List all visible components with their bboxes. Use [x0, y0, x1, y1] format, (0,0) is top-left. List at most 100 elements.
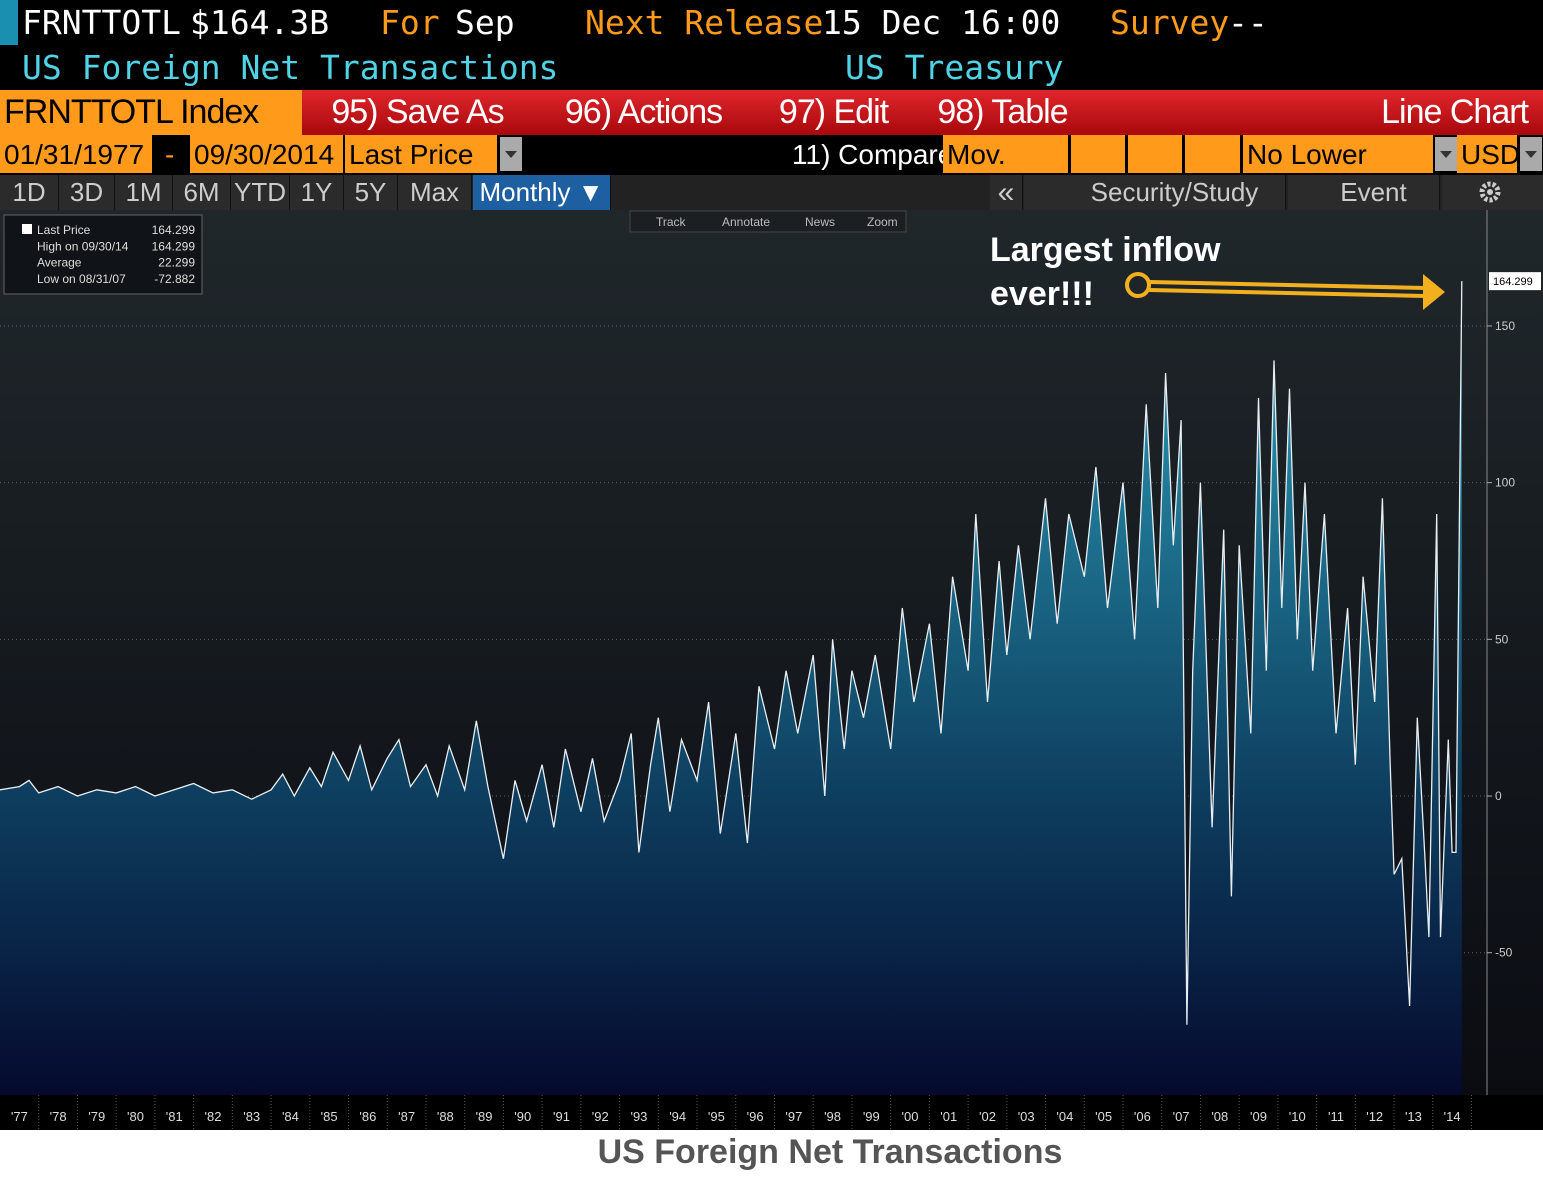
x-tick-label: '98 — [824, 1109, 841, 1124]
x-tick-label: '93 — [630, 1109, 647, 1124]
range-tab[interactable]: 6M — [173, 175, 231, 210]
toolbar-button[interactable]: 95) Save As — [305, 90, 530, 135]
range-row: 01/31/1977 - 09/30/2014 Last Price 11) C… — [0, 135, 1543, 210]
range-tab[interactable]: 1M — [115, 175, 173, 210]
tool[interactable]: Security/Study — [1024, 175, 1286, 210]
line — [0, 281, 1463, 1025]
toolbar-button[interactable]: 96) Actions — [535, 90, 752, 135]
toolbar: FRNTTOTL Index 95) Save As 96) Actions 9… — [0, 90, 1543, 135]
chart-tool[interactable]: Zoom — [867, 215, 898, 229]
survey: -- — [1228, 3, 1268, 42]
gear-icon — [1479, 181, 1501, 203]
tabs-row: Monthly ▼ « Security/Study Event 1D 3D 1M 6… — [0, 175, 1543, 210]
x-tick-label: '81 — [166, 1109, 183, 1124]
x-tick-label: '10 — [1289, 1109, 1306, 1124]
y-tick-label: 0 — [1495, 789, 1502, 803]
range-tab[interactable]: Max — [398, 175, 472, 210]
y-tick-label: 50 — [1495, 632, 1509, 646]
x-tick-label: '11 — [1328, 1109, 1344, 1124]
chart-tool[interactable]: Annotate — [722, 215, 770, 229]
chart-tool[interactable]: News — [805, 215, 835, 229]
legend-value: 164.299 — [152, 223, 196, 237]
range-tab[interactable]: 1D — [0, 175, 59, 210]
x-tick-label: '89 — [476, 1109, 493, 1124]
field[interactable]: Last Price — [345, 135, 497, 173]
label: Survey — [1110, 3, 1230, 42]
x-tick-label: '07 — [1173, 1109, 1190, 1124]
x-tick-label: '01 — [940, 1109, 957, 1124]
x-tick-label: '79 — [88, 1109, 105, 1124]
legend-swatch — [22, 224, 32, 234]
security-field[interactable]: FRNTTOTL Index — [0, 90, 302, 135]
currency[interactable]: USD — [1457, 135, 1520, 173]
x-tick-label: '80 — [127, 1109, 144, 1124]
x-tick-label: '91 — [553, 1109, 570, 1124]
accent — [0, 0, 18, 45]
x-tick-label: '86 — [359, 1109, 376, 1124]
studies[interactable]: Mov. Avgs — [943, 135, 1068, 210]
last-price-tag — [1489, 272, 1541, 291]
x-tick-label: '95 — [708, 1109, 725, 1124]
period: Sep — [455, 3, 515, 42]
dropdown[interactable] — [1520, 137, 1542, 171]
frequency[interactable]: Monthly ▼ — [473, 175, 611, 210]
blank-field[interactable] — [1185, 135, 1240, 173]
range-tab[interactable]: 1Y — [290, 175, 344, 210]
x-tick-label: '06 — [1134, 1109, 1151, 1124]
range-tab[interactable]: 3D — [59, 175, 115, 210]
chart-tools-bar — [629, 210, 907, 233]
x-tick-label: '84 — [282, 1109, 299, 1124]
end-date[interactable]: 09/30/2014 — [190, 135, 343, 173]
annotation: Largest inflow ever!!! — [990, 231, 1221, 313]
view-name: Line Chart — [1093, 90, 1529, 135]
toolbar-button[interactable]: 98) Table — [915, 90, 1090, 135]
legend-value: -72.882 — [154, 272, 195, 286]
chart-tool[interactable]: Track — [656, 215, 687, 229]
legend-box — [3, 214, 203, 295]
collapse[interactable]: « — [990, 175, 1023, 210]
annotation-arrow — [1125, 272, 1445, 310]
x-tick-label: '94 — [669, 1109, 686, 1124]
x-tick-label: '96 — [747, 1109, 764, 1124]
header-row: US Foreign Net Transactions US Treasury — [0, 45, 1543, 90]
x-tick-label: '13 — [1405, 1109, 1422, 1124]
legend-label: Low on 08/31/07 — [37, 272, 126, 286]
legend-label: Average — [37, 256, 82, 270]
lower-chart[interactable]: No Lower Chart — [1243, 135, 1433, 173]
chart: Track Annotate News Zoom Last Price 164.299 H… — [0, 210, 1543, 1130]
blank-field[interactable] — [1128, 135, 1182, 173]
compare[interactable]: 11) Compare — [792, 139, 954, 170]
x-tick-label: '12 — [1366, 1109, 1383, 1124]
settings[interactable] — [1442, 175, 1543, 210]
range-tab[interactable]: YTD — [231, 175, 290, 210]
x-tick-label: '78 — [50, 1109, 67, 1124]
blank-field[interactable] — [1071, 135, 1125, 173]
source: US Treasury — [845, 48, 1064, 87]
x-tick-label: '88 — [437, 1109, 454, 1124]
x-tick-label: '00 — [902, 1109, 919, 1124]
dropdown[interactable] — [1435, 137, 1457, 171]
x-tick-label: '99 — [863, 1109, 880, 1124]
area — [0, 281, 1462, 1096]
x-tick-label: '02 — [979, 1109, 996, 1124]
chart-caption: US Foreign Net Transactions — [597, 1133, 1063, 1171]
last-price-label: 164.299 — [1493, 276, 1533, 288]
x-tick-label: '05 — [1095, 1109, 1112, 1124]
x-tick-label: '92 — [592, 1109, 609, 1124]
y-tick-label: -50 — [1495, 946, 1513, 960]
x-tick-label: '04 — [1056, 1109, 1073, 1124]
toolbar-button[interactable]: 97) Edit — [757, 90, 910, 135]
range-tab[interactable]: 5Y — [344, 175, 398, 210]
x-tick-label: '03 — [1018, 1109, 1035, 1124]
x-tick-label: '85 — [321, 1109, 338, 1124]
start-date[interactable]: 01/31/1977 — [0, 135, 152, 173]
tool[interactable]: Event — [1288, 175, 1440, 210]
dropdown[interactable] — [500, 137, 522, 171]
x-tick-label: '14 — [1444, 1109, 1461, 1124]
x-tick-label: '08 — [1211, 1109, 1228, 1124]
label: For — [380, 3, 440, 42]
legend-value: 22.299 — [158, 256, 195, 270]
x-tick-label: '97 — [785, 1109, 802, 1124]
x-tick-label: '90 — [514, 1109, 531, 1124]
